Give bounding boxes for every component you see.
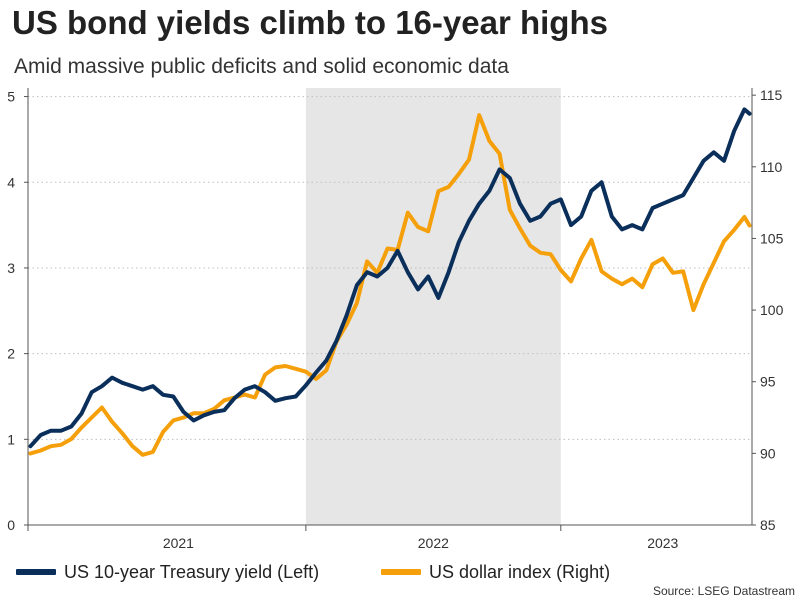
left-tick-label: 3 xyxy=(7,260,15,276)
right-tick-label: 100 xyxy=(760,302,784,318)
x-tick-label: 2023 xyxy=(647,535,678,551)
legend-label-dollar: US dollar index (Right) xyxy=(429,561,611,582)
chart-title: US bond yields climb to 16-year highs xyxy=(12,4,608,41)
x-tick-label: 2021 xyxy=(163,535,194,551)
shaded-period-2022 xyxy=(305,88,561,525)
right-tick-labels: 85 90 95 100 105 110 115 xyxy=(752,87,784,533)
left-tick-label: 4 xyxy=(7,174,15,190)
right-tick-label: 105 xyxy=(760,230,784,246)
legend-swatch-dollar xyxy=(381,569,421,575)
legend-swatch-yield xyxy=(16,569,56,575)
right-tick-label: 90 xyxy=(760,445,776,461)
left-tick-labels: 0 1 2 3 4 5 xyxy=(7,89,28,533)
axis-layer xyxy=(27,88,753,526)
grid-layer xyxy=(28,96,752,440)
right-tick-label: 85 xyxy=(760,517,776,533)
series-layer xyxy=(28,107,752,457)
legend-item-dollar: US dollar index (Right) xyxy=(381,560,610,584)
shaded-period-layer xyxy=(305,88,561,525)
right-tick-label: 115 xyxy=(760,87,783,103)
chart-subtitle: Amid massive public deficits and solid e… xyxy=(14,55,509,78)
series-line-yield xyxy=(28,107,752,449)
x-tick-label: 2022 xyxy=(418,535,449,551)
series-line-dollar xyxy=(28,113,752,457)
legend-item-yield: US 10-year Treasury yield (Left) xyxy=(16,560,319,584)
right-tick-label: 110 xyxy=(760,159,783,175)
source-note: Source: LSEG Datastream xyxy=(652,584,795,598)
left-tick-label: 1 xyxy=(7,431,15,447)
left-tick-label: 5 xyxy=(7,89,15,105)
left-tick-label: 2 xyxy=(7,346,15,362)
x-tick-labels: 2021 2022 2023 xyxy=(27,525,679,551)
right-tick-label: 95 xyxy=(760,374,776,390)
left-tick-label: 0 xyxy=(7,517,15,533)
legend-label-yield: US 10-year Treasury yield (Left) xyxy=(64,561,320,582)
